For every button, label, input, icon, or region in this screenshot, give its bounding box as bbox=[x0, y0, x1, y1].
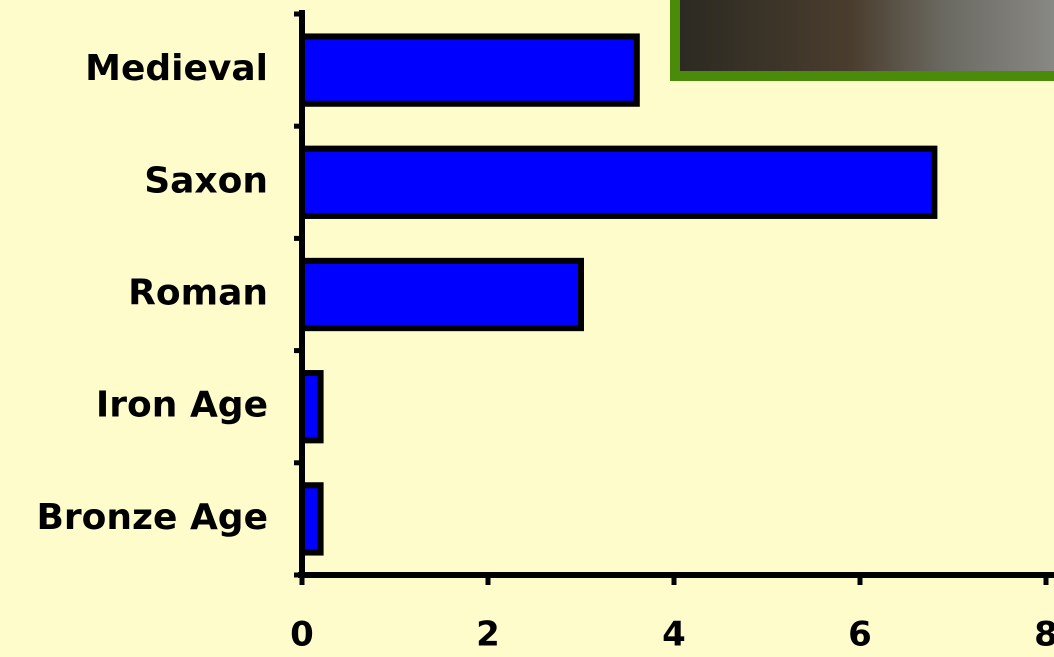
y-tick-label: Iron Age bbox=[96, 385, 268, 426]
x-tick-label: 2 bbox=[476, 615, 500, 655]
x-tick-label: 8 bbox=[1034, 615, 1054, 655]
photo bbox=[670, 0, 1054, 81]
x-tick-label: 4 bbox=[662, 615, 686, 655]
y-tick-label: Medieval bbox=[85, 48, 268, 89]
bar bbox=[299, 33, 640, 107]
y-tick-label: Saxon bbox=[144, 160, 268, 201]
bar bbox=[299, 482, 324, 556]
y-tick-label: Bronze Age bbox=[36, 497, 268, 538]
y-tick-label: Roman bbox=[128, 273, 268, 314]
x-tick-label: 6 bbox=[848, 615, 872, 655]
bar bbox=[299, 257, 584, 332]
x-tick-label: 0 bbox=[290, 615, 314, 655]
bar bbox=[299, 370, 324, 444]
bar bbox=[299, 145, 938, 219]
photo-image bbox=[680, 0, 1054, 71]
